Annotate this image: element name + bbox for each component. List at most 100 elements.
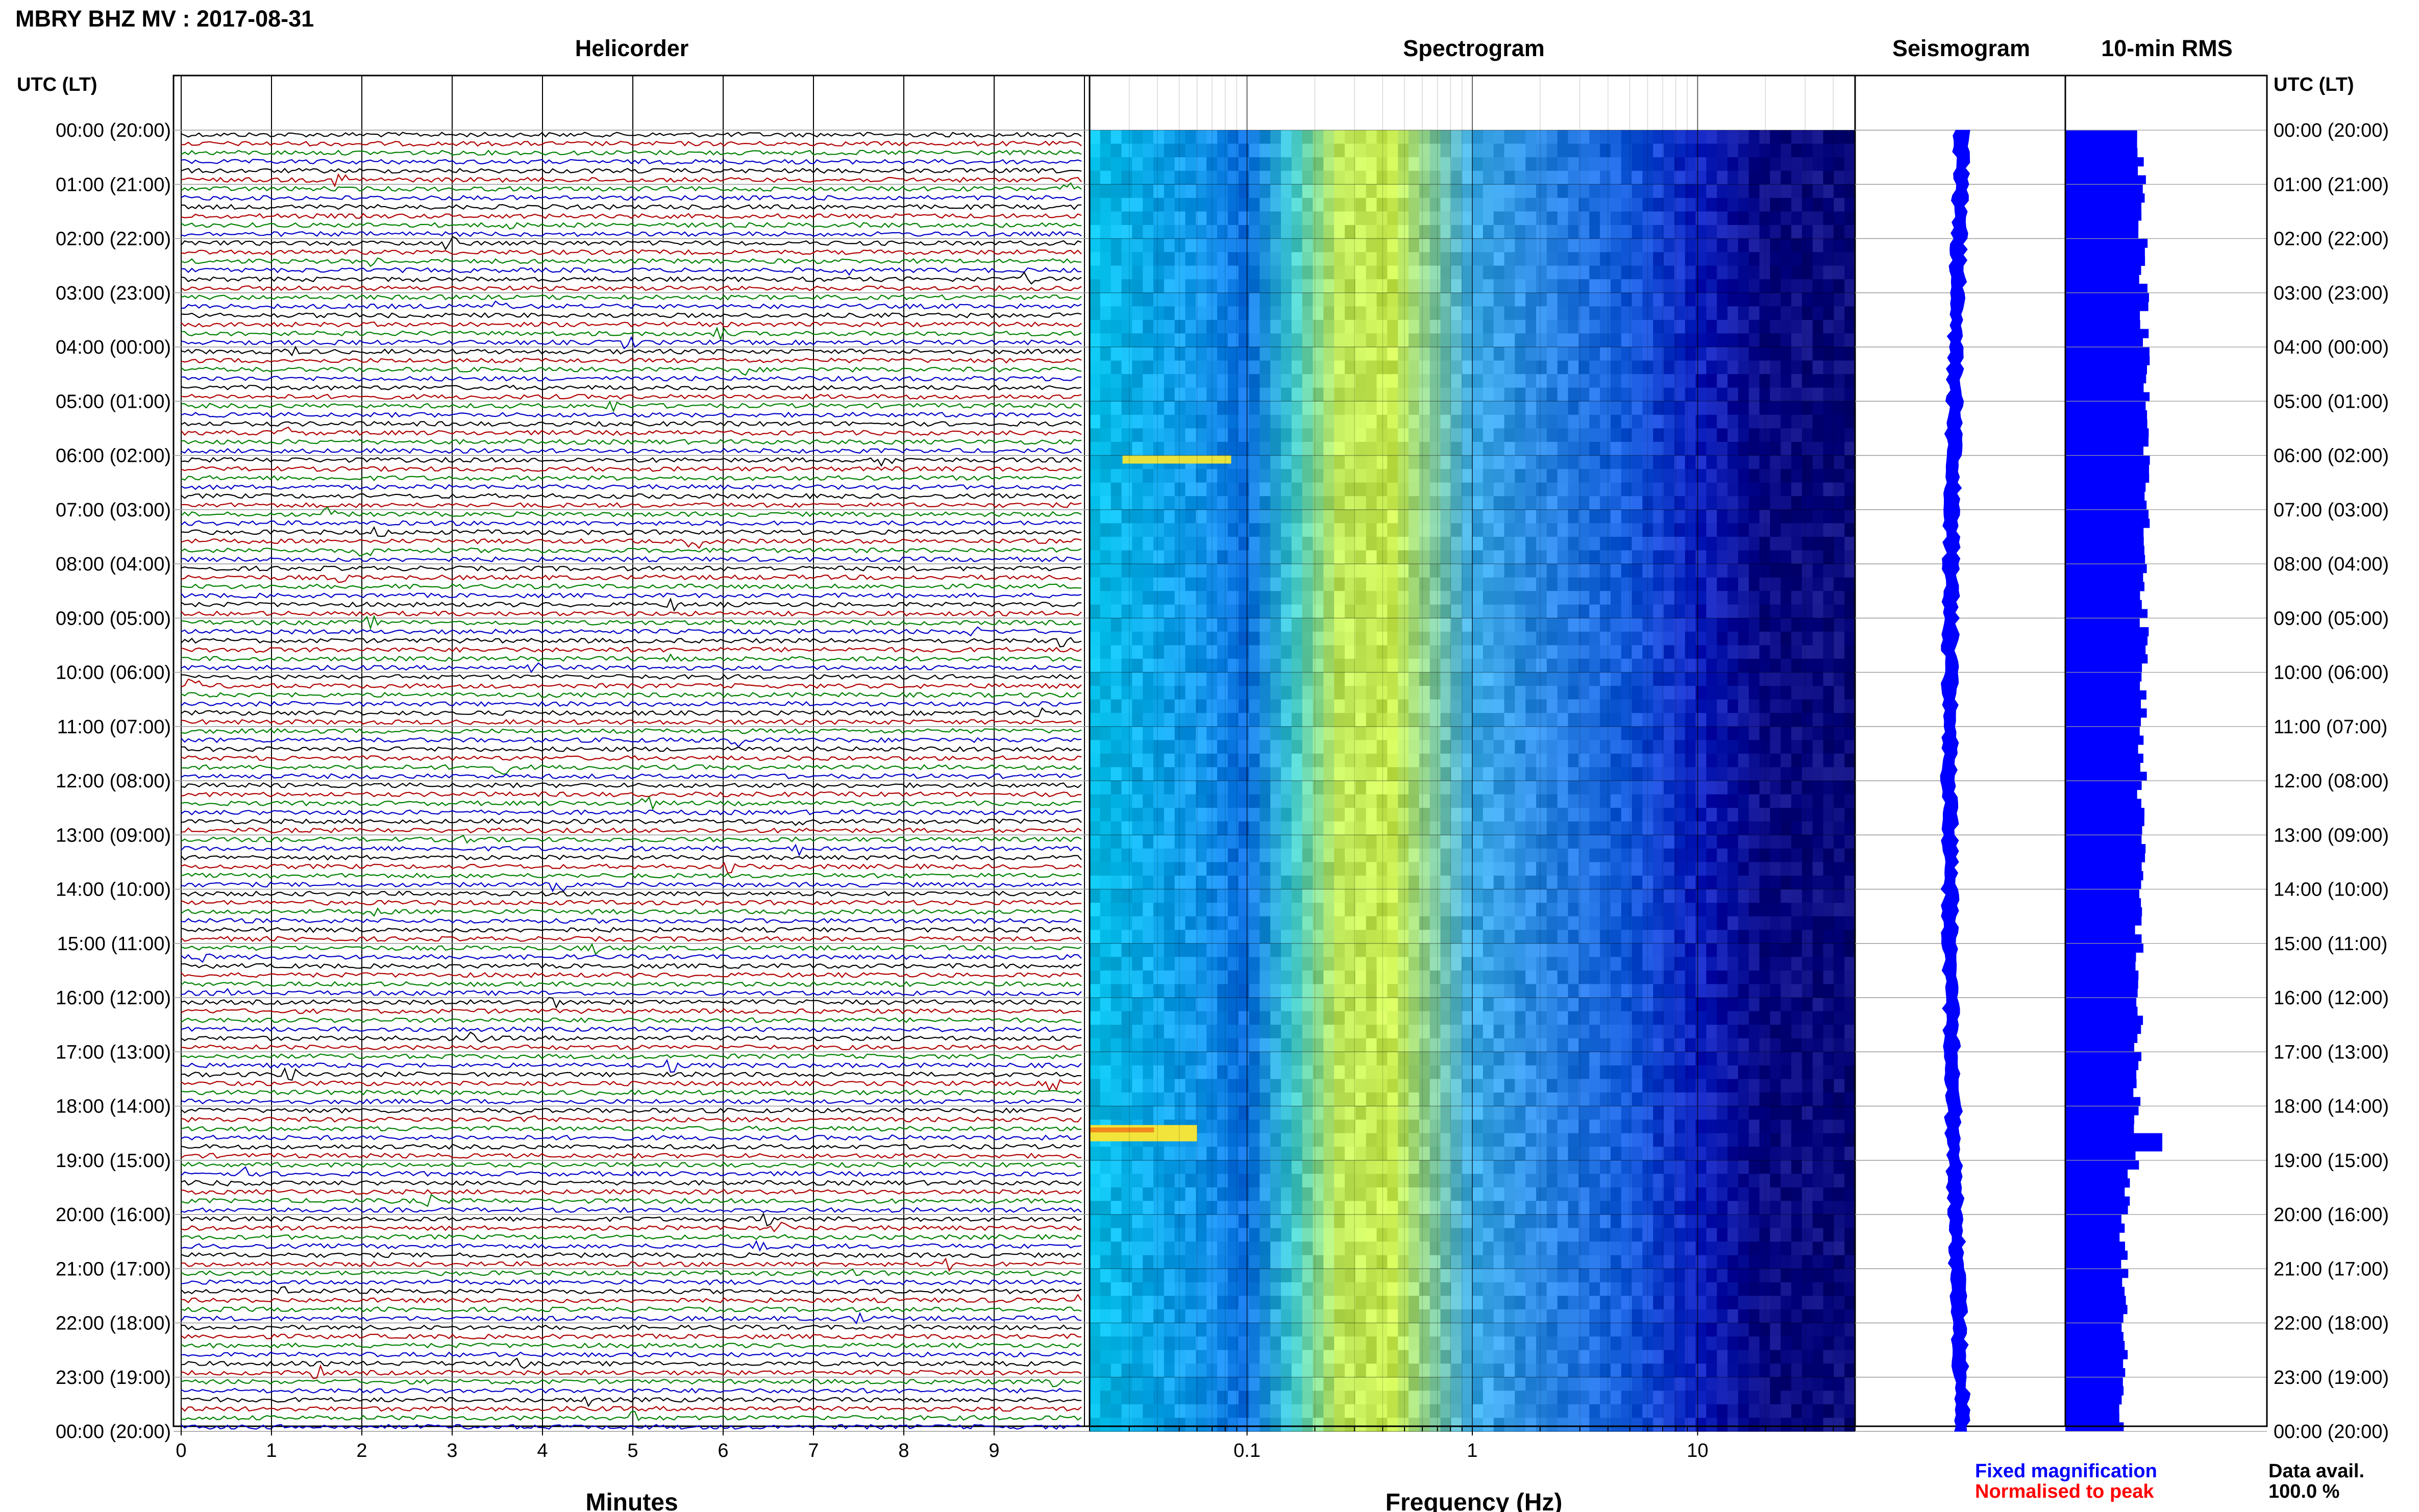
spectrogram-cell (1206, 360, 1218, 375)
spectrogram-cell (1249, 1201, 1260, 1215)
spectrogram-cell (1472, 699, 1484, 713)
spectrogram-cell (1568, 794, 1579, 808)
spectrogram-cell (1249, 482, 1260, 497)
spectrogram-cell (1281, 604, 1292, 618)
spectrogram-cell (1451, 197, 1462, 212)
spectrogram-cell (1600, 319, 1611, 334)
spectrogram-cell (1387, 1377, 1398, 1391)
spectrogram-cell (1100, 387, 1112, 402)
spectrogram-cell (1355, 1391, 1367, 1405)
spectrogram-cell (1153, 1079, 1165, 1093)
spectrogram-cell (1281, 319, 1292, 334)
spectrogram-cell (1334, 998, 1345, 1012)
spectrogram-cell (1419, 414, 1430, 429)
spectrogram-cell (1515, 1242, 1526, 1256)
spectrogram-cell (1132, 916, 1143, 930)
spectrogram-cell (1493, 753, 1505, 768)
spectrogram-cell (1355, 1296, 1367, 1310)
spectrogram-cell (1323, 536, 1335, 551)
spectrogram-cell (1366, 970, 1377, 985)
spectrogram-cell (1143, 713, 1154, 727)
spectrogram-cell (1398, 1323, 1409, 1337)
spectrogram-cell (1451, 1404, 1462, 1419)
spectrogram-cell (1483, 726, 1494, 740)
helicorder-trace (181, 861, 1082, 874)
spectrogram-cell (1568, 1106, 1579, 1120)
spectrogram-cell (1132, 360, 1143, 375)
spectrogram-cell (1132, 848, 1143, 862)
spectrogram-cell (1472, 998, 1484, 1012)
spectrogram-cell (1185, 645, 1196, 659)
spectrogram-cell (1217, 496, 1228, 510)
spectrogram-cell (1546, 943, 1558, 957)
spectrogram-cell (1100, 374, 1112, 388)
spectrogram-cell (1472, 713, 1484, 727)
spectrogram-cell (1110, 1228, 1122, 1242)
spectrogram-cell (1483, 604, 1494, 618)
spectrogram-cell (1238, 1092, 1250, 1107)
spectrogram-cell (1313, 658, 1324, 673)
spectrogram-cell (1249, 374, 1260, 388)
spectrogram-cell (1100, 1377, 1112, 1391)
spectrogram-cell (1409, 306, 1420, 320)
spectrogram-cell (1132, 970, 1143, 985)
spectrogram-cell (1334, 794, 1345, 808)
spectrogram-cell (1313, 970, 1324, 985)
spectrogram-cell (1515, 618, 1526, 632)
spectrogram-cell (1100, 1011, 1112, 1025)
helicorder-trace (181, 1342, 1082, 1349)
spectrogram-cell (1546, 916, 1558, 930)
spectrogram-cell (1472, 1052, 1484, 1066)
spectrogram-cell (1557, 1052, 1569, 1066)
spectrogram-cell (1238, 713, 1250, 727)
spectrogram-cell (1515, 455, 1526, 469)
spectrogram-cell (1227, 469, 1239, 483)
spectrogram-cell (1143, 957, 1154, 971)
spectrogram-cell (1546, 699, 1558, 713)
spectrogram-cell (1525, 238, 1537, 253)
spectrogram-cell (1185, 265, 1196, 280)
spectrogram-cell (1568, 645, 1579, 659)
spectrogram-cell (1483, 957, 1494, 971)
spectrogram-cell (1504, 1418, 1515, 1432)
spectrogram-cell (1217, 1201, 1228, 1215)
spectrogram-cell (1249, 726, 1260, 740)
spectrogram-cell (1515, 875, 1526, 890)
spectrogram-cell (1355, 1282, 1367, 1296)
spectrogram-cell (1387, 1052, 1398, 1066)
spectrogram-cell (1536, 469, 1547, 483)
spectrogram-cell (1227, 333, 1239, 348)
spectrogram-cell (1451, 713, 1462, 727)
spectrogram-cell (1578, 686, 1590, 700)
spectrogram-cell (1440, 618, 1451, 632)
spectrogram-cell (1536, 645, 1547, 659)
spectrogram-cell (1493, 441, 1505, 456)
spectrogram-cell (1238, 401, 1250, 415)
spectrogram-cell (1174, 1079, 1186, 1093)
spectrogram-cell (1345, 957, 1356, 971)
spectrogram-cell (1536, 794, 1547, 808)
spectrogram-cell (1238, 848, 1250, 862)
spectrogram-cell (1483, 482, 1494, 497)
spectrogram-cell (1281, 184, 1292, 199)
spectrogram-cell (1227, 347, 1239, 361)
spectrogram-cell (1090, 1106, 1101, 1120)
spectrogram-cell (1355, 998, 1367, 1012)
spectrogram-cell (1090, 808, 1101, 822)
spectrogram-cell (1462, 767, 1473, 781)
spectrogram-cell (1291, 1418, 1303, 1432)
helicorder-trace (181, 827, 1082, 834)
spectrogram-cell (1504, 387, 1515, 402)
spectrogram-cell (1270, 319, 1281, 334)
spectrogram-cell (1185, 943, 1196, 957)
spectrogram-cell (1483, 1323, 1494, 1337)
time-label-left: 04:00 (00:00) (56, 337, 171, 358)
rms-title: 10-min RMS (2101, 35, 2233, 61)
spectrogram-cell (1546, 1364, 1558, 1378)
spectrogram-cell (1121, 1038, 1132, 1052)
spectrogram-cell (1238, 143, 1250, 158)
spectrogram-cell (1281, 1377, 1292, 1391)
spectrogram-cell (1600, 225, 1611, 239)
spectrogram-cell (1121, 753, 1132, 768)
time-label-left: 10:00 (06:00) (56, 662, 171, 684)
